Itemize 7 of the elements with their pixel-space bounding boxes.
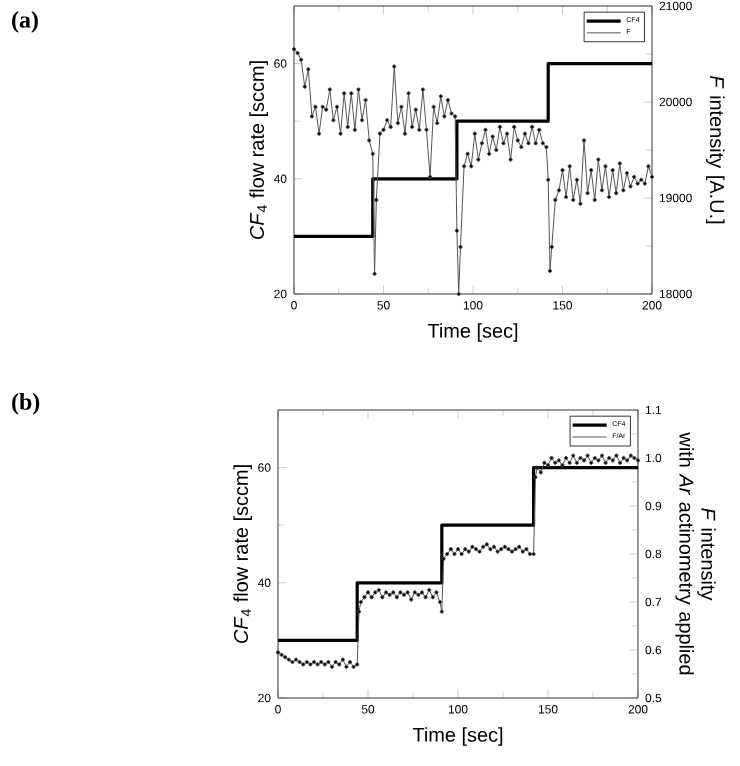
- text: (b): [12, 393, 40, 415]
- x-axis-title: Time [sec]: [427, 323, 518, 342]
- x-axis-title: Time [sec]: [412, 727, 503, 746]
- y-axis-title: CF$_{4}$ flow rate [sccm]: [249, 61, 268, 239]
- y2-axis-title: F intensity [A.U.]: [705, 75, 725, 224]
- y-axis-title: CF$_{4}$ flow rate [sccm]: [233, 465, 252, 643]
- text: (a): [12, 11, 38, 33]
